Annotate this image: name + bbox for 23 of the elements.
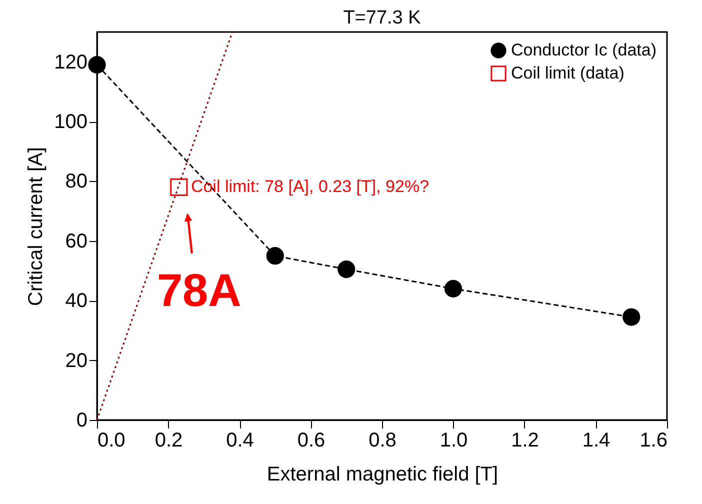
- y-tick-label: 100: [54, 111, 88, 134]
- annotation: Coil limit: 78 [A], 0.23 [T], 92%?: [190, 177, 430, 196]
- x-tick-label: 1.6: [640, 430, 668, 452]
- y-tick-label: 0: [76, 410, 88, 432]
- x-tick-label: 0.0: [98, 430, 126, 452]
- y-tick-label: 60: [65, 230, 88, 252]
- y-tick-label: 80: [65, 170, 88, 193]
- x-tick-label: 1.2: [511, 430, 539, 452]
- annotation: 78A: [156, 264, 242, 316]
- legend-label: Coil limit (data): [511, 64, 624, 82]
- x-axis-title: External magnetic field [T]: [266, 464, 498, 486]
- legend-label: Conductor Ic (data): [511, 40, 657, 60]
- x-tick-label: 0.2: [154, 430, 183, 452]
- y-tick-label: 20: [65, 350, 88, 372]
- y-tick-label: 40: [65, 290, 88, 312]
- y-tick-label: 120: [54, 51, 88, 74]
- chart-title: T=77.3 K: [343, 7, 422, 28]
- x-tick-label: 0.8: [368, 430, 396, 452]
- x-tick-label: 0.4: [226, 430, 254, 452]
- x-tick-label: 1.4: [582, 430, 610, 452]
- x-tick-label: 1.0: [440, 430, 468, 452]
- y-axis-title: Critical current [A]: [25, 147, 48, 306]
- x-tick-label: 0.6: [297, 430, 326, 452]
